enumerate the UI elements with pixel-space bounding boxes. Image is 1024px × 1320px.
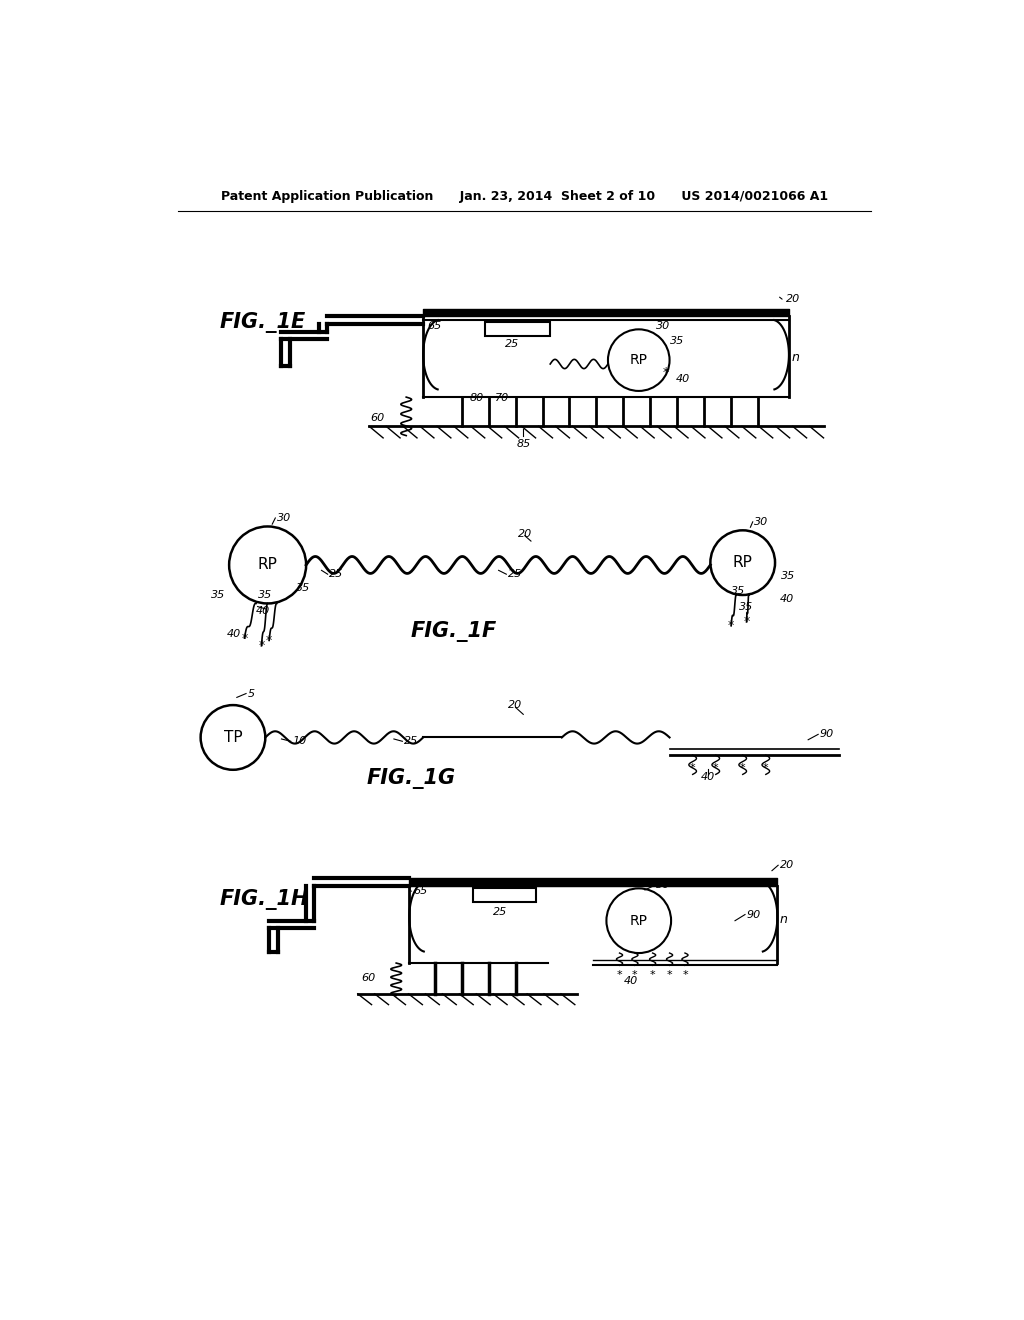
Text: 65: 65: [413, 887, 427, 896]
Text: *: *: [632, 970, 638, 979]
Text: 35: 35: [670, 335, 684, 346]
Text: 40: 40: [779, 594, 794, 603]
Text: 35: 35: [731, 586, 745, 597]
Text: 30: 30: [276, 513, 291, 523]
Text: 25: 25: [508, 569, 522, 579]
Text: *: *: [667, 970, 673, 979]
Text: FIG._1E: FIG._1E: [219, 312, 305, 333]
Text: RP: RP: [630, 913, 648, 928]
Text: *: *: [682, 970, 688, 979]
Text: FIG._1G: FIG._1G: [367, 768, 456, 789]
Text: 25: 25: [505, 339, 519, 350]
Text: 40: 40: [676, 374, 690, 384]
Text: Patent Application Publication      Jan. 23, 2014  Sheet 2 of 10      US 2014/00: Patent Application Publication Jan. 23, …: [221, 190, 828, 203]
Text: 35: 35: [258, 590, 271, 601]
Text: *: *: [743, 615, 750, 628]
Text: 5: 5: [248, 689, 255, 698]
Text: 60: 60: [361, 973, 376, 983]
Text: TP: TP: [223, 730, 243, 744]
Text: 20: 20: [518, 529, 531, 539]
Text: 35: 35: [781, 570, 796, 581]
Text: n: n: [792, 351, 799, 363]
Text: 85: 85: [516, 440, 530, 449]
Text: *: *: [650, 970, 655, 979]
Bar: [473, 888, 537, 903]
Text: 25: 25: [493, 907, 507, 917]
Text: *: *: [242, 631, 248, 644]
Text: 40: 40: [226, 630, 241, 639]
Text: 25: 25: [330, 569, 343, 579]
Text: 30: 30: [755, 517, 768, 527]
Text: 80: 80: [470, 393, 484, 403]
Text: 40: 40: [701, 772, 715, 781]
Text: *: *: [663, 366, 669, 379]
Text: n: n: [779, 912, 787, 925]
Text: *: *: [728, 619, 734, 632]
Text: *: *: [690, 763, 695, 774]
Text: 20: 20: [779, 861, 794, 870]
Text: 90: 90: [819, 730, 834, 739]
Text: 20: 20: [509, 700, 522, 710]
Text: FIG._1F: FIG._1F: [411, 622, 497, 643]
Text: 30: 30: [656, 880, 671, 890]
Text: RP: RP: [733, 556, 753, 570]
Text: *: *: [616, 970, 623, 979]
Text: 70: 70: [496, 393, 510, 403]
Text: 25: 25: [403, 737, 418, 746]
Text: *: *: [258, 639, 264, 652]
Text: 40: 40: [624, 975, 638, 986]
Text: FIG._1H: FIG._1H: [219, 890, 308, 911]
Text: 30: 30: [656, 321, 671, 331]
Text: 20: 20: [785, 294, 800, 305]
Text: 65: 65: [427, 321, 441, 331]
Text: 10: 10: [292, 737, 306, 746]
Text: *: *: [266, 634, 272, 647]
Bar: [484, 322, 550, 337]
Text: RP: RP: [258, 557, 278, 573]
Text: *: *: [740, 763, 745, 774]
Text: 90: 90: [746, 909, 761, 920]
Text: *: *: [713, 763, 719, 774]
Text: 35: 35: [211, 590, 225, 601]
Text: 35: 35: [296, 583, 310, 593]
Text: 60: 60: [371, 413, 385, 422]
Text: *: *: [763, 763, 769, 774]
Text: 35: 35: [739, 602, 753, 611]
Text: 40: 40: [255, 606, 269, 616]
Text: RP: RP: [630, 354, 648, 367]
